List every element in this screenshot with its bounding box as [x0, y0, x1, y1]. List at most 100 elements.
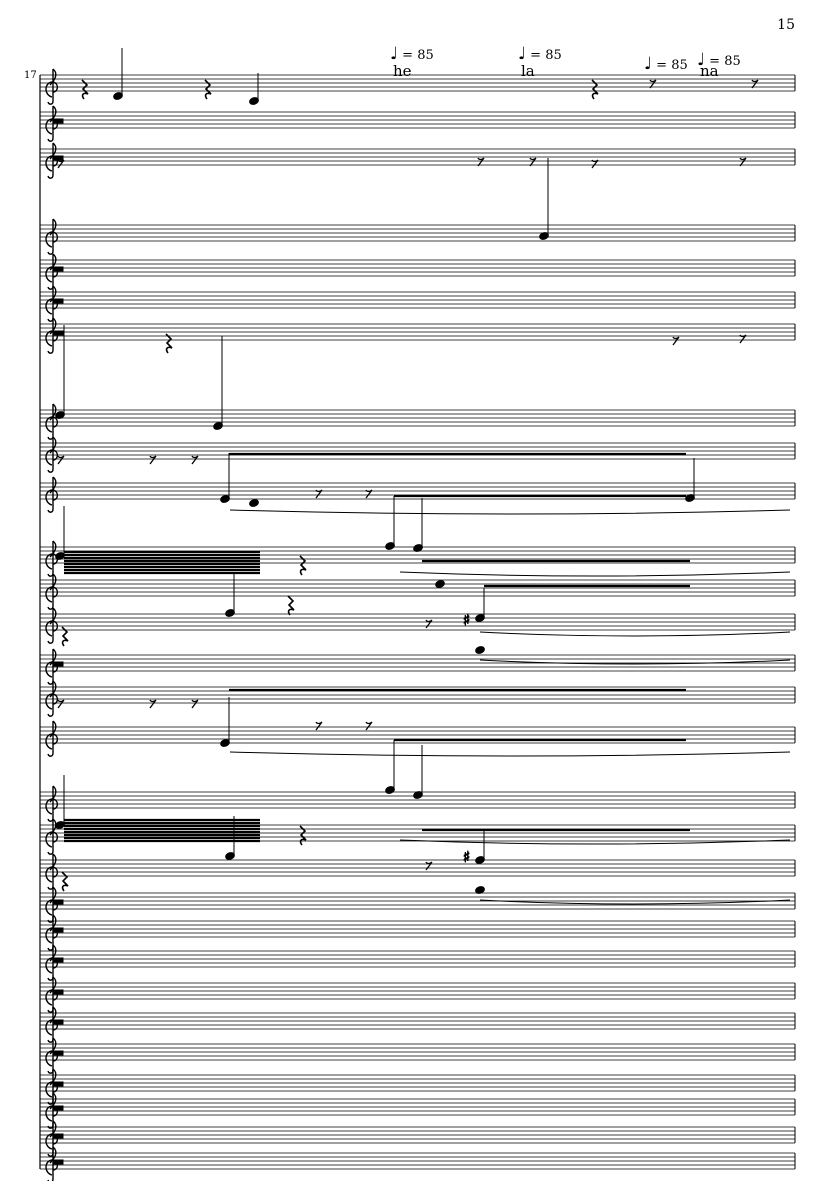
eighth-rest: [591, 159, 599, 169]
staff: [40, 914, 796, 951]
treble-clef: [45, 142, 59, 179]
whole-rest: [53, 1159, 64, 1165]
whole-rest: [53, 1105, 64, 1111]
whole-rest: [53, 298, 64, 304]
whole-rest: [53, 927, 64, 933]
staff: [40, 944, 796, 981]
staff: [40, 253, 796, 290]
staff: [40, 1120, 796, 1157]
eighth-rest: [425, 619, 433, 629]
tie: [399, 839, 791, 845]
tempo-mark: ♩ = 85: [518, 44, 562, 64]
quarter-rest: [204, 79, 212, 100]
eighth-rest: [149, 699, 157, 709]
eighth-rest: [672, 336, 680, 346]
eighth-rest: [315, 721, 323, 731]
treble-clef: [45, 573, 59, 610]
treble-clef: [45, 720, 59, 757]
tie: [479, 659, 791, 665]
notation-layer: ♯♯: [53, 48, 791, 1165]
tempo-mark: ♩ = 85: [390, 44, 434, 64]
whole-rest: [53, 1133, 64, 1139]
staff-system: [39, 68, 796, 1181]
notehead: [435, 580, 445, 588]
staff: [40, 105, 796, 142]
treble-clef: [45, 1092, 59, 1129]
treble-clef: [45, 1037, 59, 1074]
staff: [40, 1006, 796, 1043]
staff: [40, 1146, 796, 1181]
whole-rest: [53, 899, 64, 905]
treble-clef: [45, 607, 59, 644]
treble-clef: [45, 105, 59, 142]
tie: [479, 899, 791, 905]
staff: [40, 1037, 796, 1074]
staff: [40, 818, 796, 855]
eighth-rest: [477, 157, 485, 167]
tie: [229, 751, 791, 757]
notehead: [475, 886, 485, 894]
staff: [40, 785, 796, 822]
staff: [40, 68, 796, 105]
quarter-rest: [61, 871, 69, 892]
eighth-rest: [365, 489, 373, 499]
quarter-rest: [299, 825, 307, 846]
eighth-rest: [57, 455, 65, 465]
staff: [40, 285, 796, 322]
whole-rest: [53, 1050, 64, 1056]
treble-clef: [45, 317, 59, 354]
tie: [479, 631, 791, 637]
sharp-accidental: ♯: [463, 611, 470, 629]
eighth-rest: [739, 334, 747, 344]
eighth-rest: [57, 699, 65, 709]
treble-clef: [45, 540, 59, 577]
notehead: [475, 646, 485, 654]
whole-rest: [53, 330, 64, 336]
staff: [40, 1068, 796, 1105]
staff: [40, 403, 796, 440]
staff: [40, 886, 796, 923]
quarter-rest: [81, 79, 89, 100]
staff: [40, 317, 796, 354]
staff: [40, 648, 796, 685]
treble-clef: [45, 886, 59, 923]
staff: [40, 218, 796, 255]
eighth-rest: [739, 157, 747, 167]
staff: [40, 720, 796, 757]
sharp-accidental: ♯: [463, 848, 470, 866]
staff: [40, 607, 796, 644]
whole-rest: [53, 1081, 64, 1087]
whole-rest: [53, 989, 64, 995]
tie: [399, 571, 791, 577]
whole-rest: [53, 661, 64, 667]
staff: [40, 142, 796, 179]
quarter-rest: [165, 333, 173, 354]
whole-rest: [53, 266, 64, 272]
staff: [40, 680, 796, 717]
lyric-syllable: na: [700, 62, 719, 80]
eighth-rest: [191, 455, 199, 465]
treble-clef: [45, 403, 59, 440]
treble-clef: [45, 853, 59, 890]
tempo-mark: ♩ = 85: [697, 50, 741, 70]
staff: [40, 573, 796, 610]
staff: [40, 853, 796, 890]
eighth-rest: [365, 721, 373, 731]
tie: [229, 509, 791, 515]
notehead: [249, 499, 259, 507]
quarter-rest: [287, 595, 295, 616]
eighth-rest: [57, 159, 65, 169]
whole-rest: [53, 118, 64, 124]
treble-clef: [45, 285, 59, 322]
staff: [40, 476, 796, 513]
whole-rest: [53, 155, 64, 161]
treble-clef: [45, 436, 59, 473]
eighth-rest: [529, 157, 537, 167]
treble-clef: [45, 68, 59, 105]
quarter-rest: [591, 79, 599, 100]
treble-clef: [45, 218, 59, 255]
lyric-syllable: la: [521, 62, 535, 80]
eighth-rest: [751, 79, 759, 89]
eighth-rest: [425, 861, 433, 871]
